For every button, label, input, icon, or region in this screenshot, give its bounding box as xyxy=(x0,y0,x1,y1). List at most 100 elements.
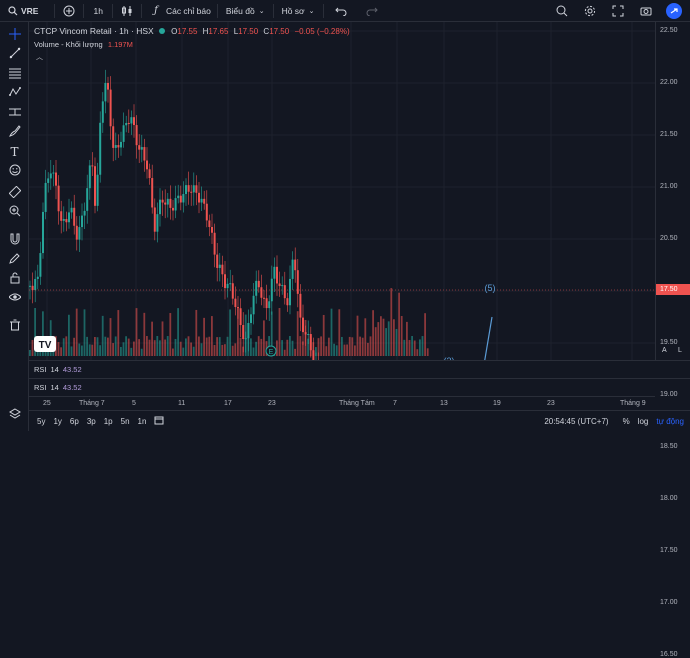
bottom-toolbar: 5y 1y 6p 3p 1p 5n 1n 20:54:45 (UTC+7) % log tự… xyxy=(29,410,690,431)
volume-bar xyxy=(317,338,320,356)
prediction-tool[interactable] xyxy=(0,103,29,123)
trendline-tool[interactable] xyxy=(0,45,29,65)
timezone-clock[interactable]: 20:54:45 (UTC+7) xyxy=(544,416,609,426)
candle-body xyxy=(117,145,120,148)
calendar-icon[interactable] xyxy=(154,415,164,427)
candle-body xyxy=(296,270,299,294)
range-button[interactable]: 3p xyxy=(86,416,96,426)
price-chart[interactable]: (1)(2)(3)(4)(5) E TV xyxy=(29,22,655,360)
text-tool[interactable]: T xyxy=(0,142,29,162)
profile-menu-button[interactable]: Hồ sơ ⌄ xyxy=(274,0,323,22)
candle-body xyxy=(172,207,174,211)
high-label: H xyxy=(202,27,209,36)
zoom-tool[interactable] xyxy=(0,203,29,223)
auto-scale-button[interactable]: A xyxy=(662,347,667,354)
smiley-icon xyxy=(9,164,21,178)
object-tree-button[interactable] xyxy=(0,406,29,426)
indicators-button[interactable]: ƒ Các chỉ báo xyxy=(142,0,217,22)
range-button[interactable]: 6p xyxy=(69,416,79,426)
hide-tool[interactable] xyxy=(0,289,29,309)
candle-body xyxy=(270,278,273,302)
volume-bar xyxy=(109,318,112,356)
tradingview-logo[interactable]: TV xyxy=(34,336,56,352)
series-title[interactable]: CTCP Vincom Retail · 1h · HSX xyxy=(34,26,154,36)
volume-bar xyxy=(70,346,73,356)
range-button[interactable]: 5n xyxy=(120,416,130,426)
rsi-pane-1[interactable]: RSI 14 43.52 xyxy=(29,360,690,378)
time-tick-label: Tháng 7 xyxy=(79,400,105,407)
volume-bar xyxy=(195,309,198,356)
range-button[interactable]: 5y xyxy=(37,416,46,426)
log-scale-button[interactable]: L xyxy=(678,347,682,354)
lock-tool[interactable] xyxy=(0,269,29,289)
auto-toggle[interactable]: tự động xyxy=(656,416,684,426)
current-price-value: 17.50 xyxy=(660,286,678,293)
measure-tool[interactable] xyxy=(0,183,29,203)
stay-drawing-tool[interactable] xyxy=(0,250,29,270)
snapshot-button[interactable] xyxy=(632,0,660,22)
wave-label[interactable]: (3) xyxy=(444,356,455,360)
volume-bar xyxy=(307,338,309,356)
chart-menu-button[interactable]: Biểu đồ ⌄ xyxy=(218,0,273,22)
volume-bar xyxy=(198,336,200,356)
eye-icon[interactable] xyxy=(158,28,165,34)
volume-label[interactable]: Volume - Khối lượng xyxy=(34,40,103,49)
symbol-search[interactable]: VRE xyxy=(0,0,44,22)
quick-search-button[interactable] xyxy=(548,0,576,22)
candle-body xyxy=(146,160,148,170)
volume-bar xyxy=(380,316,382,356)
brush-tool[interactable] xyxy=(0,123,29,143)
undo-button[interactable] xyxy=(324,0,358,22)
elliott-wave-drawing[interactable] xyxy=(381,316,493,360)
candle-body xyxy=(273,266,276,279)
candle-body xyxy=(47,178,50,183)
range-button[interactable]: 1y xyxy=(53,416,62,426)
range-button[interactable]: 1n xyxy=(137,416,147,426)
price-axis[interactable]: 22.5022.0021.5021.0020.5020.0019.5019.00… xyxy=(655,22,690,658)
delete-tool[interactable] xyxy=(0,316,29,336)
candle-body xyxy=(302,317,304,333)
crosshair-tool[interactable] xyxy=(0,25,29,45)
volume-bar xyxy=(291,340,294,356)
rsi-pane-2[interactable]: RSI 14 43.52 xyxy=(29,378,690,396)
candle-body xyxy=(286,298,289,306)
earnings-marker[interactable]: E xyxy=(265,345,277,357)
collapse-legend-button[interactable]: ︿ xyxy=(36,52,48,62)
volume-bar xyxy=(361,337,364,356)
wave-label[interactable]: (5) xyxy=(485,283,496,293)
candle-body xyxy=(130,117,133,124)
candle-body xyxy=(127,122,130,124)
chart-type-button[interactable] xyxy=(113,0,141,22)
fib-tool[interactable] xyxy=(0,64,29,84)
candle-body xyxy=(244,338,247,340)
candle-body xyxy=(239,308,242,326)
emoji-tool[interactable] xyxy=(0,162,29,182)
time-axis[interactable]: 25 Tháng 7 5 11 17 23 Tháng Tám 7 13 19 23 Tháng 9 xyxy=(29,396,655,410)
interval-button[interactable]: 1h xyxy=(93,5,103,16)
magnet-tool[interactable] xyxy=(0,230,29,250)
volume-bar xyxy=(356,315,359,356)
volume-bar xyxy=(400,316,403,356)
candle-body xyxy=(83,210,86,216)
percent-toggle[interactable]: % xyxy=(622,416,630,426)
volume-bar xyxy=(351,337,354,356)
rsi-value: 43.52 xyxy=(62,383,82,392)
price-tick-label: 18.00 xyxy=(660,495,678,502)
redo-button[interactable] xyxy=(358,0,386,22)
candle-body xyxy=(140,147,143,150)
candle-body xyxy=(101,101,104,123)
candle-body xyxy=(174,198,177,211)
candle-body xyxy=(55,172,57,186)
fullscreen-button[interactable] xyxy=(604,0,632,22)
settings-button[interactable] xyxy=(576,0,604,22)
candle-body xyxy=(91,165,94,167)
open-value: 17.55 xyxy=(177,27,198,36)
candle-body xyxy=(224,274,226,289)
volume-bar xyxy=(208,336,211,356)
publish-button[interactable] xyxy=(660,0,690,22)
range-button[interactable]: 1p xyxy=(103,416,113,426)
log-toggle[interactable]: log xyxy=(637,416,649,426)
pattern-tool[interactable] xyxy=(0,84,29,104)
compare-button[interactable] xyxy=(55,0,83,22)
rsi-label: RSI xyxy=(34,365,47,374)
